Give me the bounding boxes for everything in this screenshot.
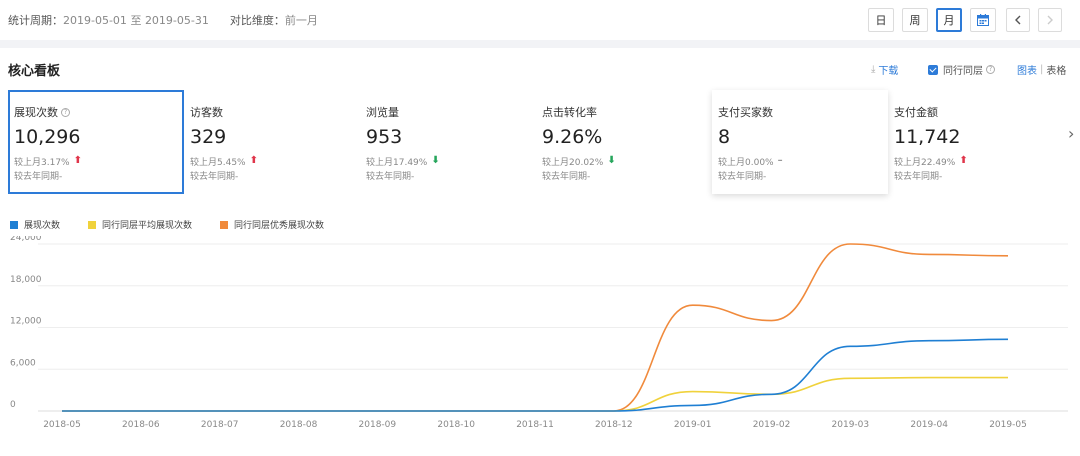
kpi-yoy: 较去年同期-	[718, 172, 767, 182]
kpi-compare: 较上月22.49%	[894, 157, 956, 168]
kpi-yoy: 较去年同期-	[366, 172, 415, 182]
legend-item[interactable]: 同行同层平均展现次数	[88, 218, 192, 231]
kpi-compare: 较上月0.00%	[718, 157, 774, 168]
x-tick-label: 2018-09	[359, 420, 397, 430]
line-chart: 24,000 18,000 12,000 6,000 0 2018-05 2018-06 20…	[10, 236, 1068, 430]
period-to: 至	[130, 14, 142, 27]
kpi-yoy: 较去年同期-	[894, 172, 943, 182]
kpi-label: 展现次数	[14, 106, 58, 119]
section-title: 核心看板	[8, 64, 61, 79]
y-tick-label: 18,000	[10, 275, 42, 285]
arrow-up-icon: ⬆	[249, 155, 258, 166]
legend-label: 同行同层平均展现次数	[102, 221, 193, 231]
dash-icon: –	[777, 155, 783, 166]
day-button[interactable]: 日	[868, 8, 894, 32]
chevron-left-icon	[1015, 15, 1021, 25]
kpi-label: 支付买家数	[718, 106, 773, 119]
help-icon[interactable]: ?	[61, 107, 70, 117]
arrow-up-icon: ⬆	[73, 155, 82, 166]
arrow-down-icon: ⬇	[607, 155, 616, 166]
calendar-button[interactable]	[970, 8, 996, 32]
kpi-value: 11,742	[894, 126, 961, 148]
view-chart-link[interactable]: 图表	[1017, 66, 1037, 77]
legend-item[interactable]: 展现次数	[10, 218, 60, 231]
x-tick-label: 2019-04	[910, 420, 948, 430]
kpi-compare: 较上月17.49%	[366, 157, 428, 168]
series-line	[62, 338, 1009, 412]
x-tick-label: 2018-07	[201, 420, 239, 430]
kpi-card-payment-amount[interactable]: 支付金额 11,742 较上月22.49% ⬆ 较去年同期-	[888, 90, 1064, 194]
section-divider	[0, 40, 1080, 48]
checkbox-checked-icon[interactable]	[928, 64, 938, 75]
period-label: 统计周期：	[8, 14, 63, 27]
x-tick-label: 2019-01	[674, 420, 712, 430]
download-label: 下载	[878, 66, 899, 77]
x-tick-label: 2018-06	[122, 420, 160, 430]
y-tick-label: 0	[10, 400, 16, 410]
kpi-value: 9.26%	[542, 126, 603, 148]
legend-swatch	[88, 220, 96, 229]
period-start: 2019-05-01	[63, 14, 127, 27]
kpi-compare: 较上月5.45%	[190, 157, 246, 168]
x-tick-label: 2018-05	[43, 420, 81, 430]
top-bar: 统计周期：2019-05-01 至 2019-05-31 对比维度：前一月 日 …	[0, 0, 1080, 40]
kpi-card-visitors[interactable]: 访客数 329 较上月5.45% ⬆ 较去年同期-	[184, 90, 360, 194]
kpi-yoy: 较去年同期-	[190, 172, 239, 182]
kpi-value: 8	[718, 126, 731, 148]
compare-label: 对比维度：	[229, 14, 285, 27]
arrow-down-icon: ⬇	[431, 155, 440, 166]
help-icon[interactable]: ?	[986, 65, 995, 74]
y-tick-label: 6,000	[10, 358, 36, 368]
x-tick-label: 2018-12	[595, 420, 633, 430]
x-tick-label: 2019-05	[989, 420, 1027, 430]
kpi-compare: 较上月20.02%	[542, 157, 604, 168]
kpi-card-impressions[interactable]: 展现次数? 10,296 较上月3.17% ⬆ 较去年同期-	[8, 90, 184, 194]
download-icon: ⤓	[871, 64, 876, 75]
kpi-value: 329	[190, 126, 227, 148]
kpi-compare: 较上月3.17%	[14, 157, 70, 168]
kpi-yoy: 较去年同期-	[14, 172, 63, 182]
kpi-card-paying-buyers[interactable]: 支付买家数 8 较上月0.00% – 较去年同期-	[712, 90, 888, 194]
prev-period-button[interactable]	[1006, 8, 1030, 32]
x-tick-label: 2019-03	[832, 420, 870, 430]
download-link[interactable]: ⤓ 下载	[871, 62, 898, 77]
legend-swatch	[220, 220, 228, 229]
kpi-value: 953	[366, 126, 403, 148]
view-separator: |	[1040, 64, 1044, 75]
kpi-label: 支付金额	[894, 106, 938, 119]
y-tick-label: 24,000	[10, 236, 42, 243]
period-info: 统计周期：2019-05-01 至 2019-05-31 对比维度：前一月	[8, 12, 318, 28]
compare-value: 前一月	[284, 14, 318, 27]
legend-item[interactable]: 同行同层优秀展现次数	[220, 218, 324, 231]
kpi-label: 点击转化率	[542, 106, 597, 119]
kpi-value: 10,296	[14, 126, 81, 148]
view-table-link[interactable]: 表格	[1046, 66, 1067, 77]
view-switch: 图表 | 表格	[1017, 62, 1066, 77]
kpi-label: 访客数	[190, 106, 223, 119]
kpi-next-arrow-icon[interactable]: ›	[1068, 124, 1075, 143]
period-end: 2019-05-31	[144, 14, 209, 27]
calendar-icon	[977, 14, 989, 26]
series-line	[62, 376, 1008, 412]
arrow-up-icon: ⬆	[959, 155, 968, 166]
legend-label: 展现次数	[24, 221, 61, 231]
peer-checkbox-label: 同行同层	[943, 66, 983, 77]
x-tick-label: 2018-08	[280, 420, 318, 430]
kpi-card-pageviews[interactable]: 浏览量 953 较上月17.49% ⬇ 较去年同期-	[360, 90, 536, 194]
legend-swatch	[10, 220, 18, 229]
kpi-yoy: 较去年同期-	[542, 172, 591, 182]
month-button[interactable]: 月	[936, 8, 962, 32]
x-tick-label: 2019-02	[753, 420, 791, 430]
next-period-button[interactable]	[1038, 8, 1062, 32]
week-button[interactable]: 周	[902, 8, 928, 32]
legend-label: 同行同层优秀展现次数	[234, 221, 325, 231]
kpi-label: 浏览量	[366, 106, 399, 119]
x-tick-label: 2018-10	[437, 420, 475, 430]
chevron-right-icon	[1047, 15, 1053, 25]
kpi-card-click-conversion[interactable]: 点击转化率 9.26% 较上月20.02% ⬇ 较去年同期-	[536, 90, 712, 194]
y-tick-label: 12,000	[10, 317, 42, 327]
x-tick-label: 2018-11	[516, 420, 554, 430]
peer-checkbox[interactable]: 同行同层 ?	[928, 62, 995, 77]
